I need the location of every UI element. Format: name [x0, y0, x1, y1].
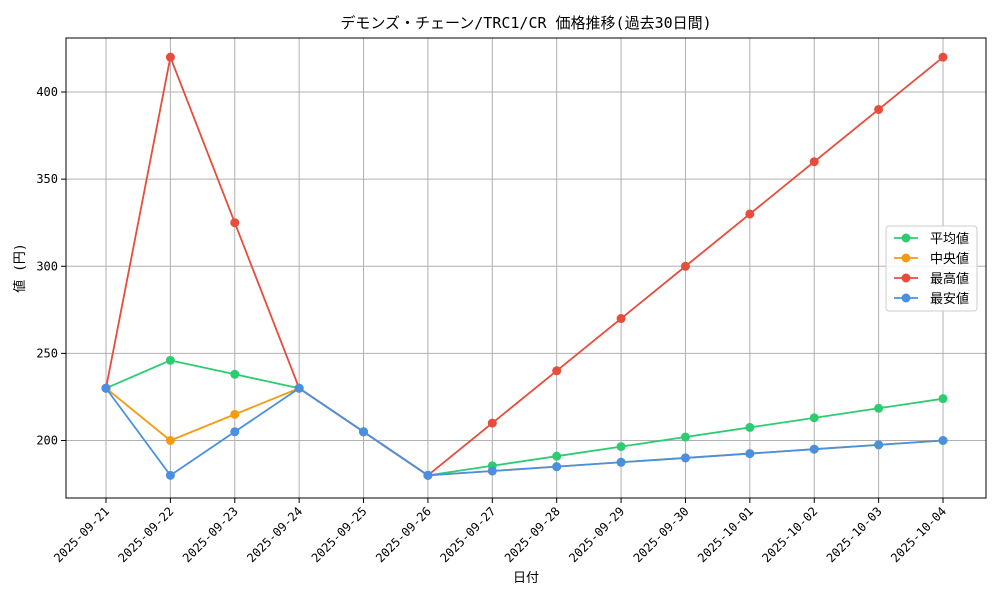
legend-swatch-marker	[901, 273, 911, 283]
data-point	[874, 440, 884, 450]
data-point	[616, 442, 626, 452]
legend-label: 平均値	[930, 231, 969, 247]
data-point	[809, 413, 819, 423]
x-axis-title: 日付	[513, 571, 539, 586]
y-tick-label: 400	[36, 85, 58, 99]
data-point	[938, 52, 948, 62]
data-point	[616, 314, 626, 324]
data-point	[165, 470, 175, 480]
data-point	[552, 366, 562, 376]
legend-swatch-marker	[901, 233, 911, 243]
legend-label: 最高値	[930, 271, 969, 287]
legend-label: 中央値	[930, 251, 969, 267]
data-point	[294, 383, 304, 393]
data-point	[552, 451, 562, 461]
series-group	[101, 52, 948, 480]
data-point	[101, 383, 111, 393]
y-axis-title: 値 (円)	[12, 243, 28, 292]
data-point	[680, 432, 690, 442]
y-tick-label: 350	[36, 172, 58, 186]
legend-label: 最安値	[930, 291, 969, 307]
data-point	[165, 355, 175, 365]
chart-title: デモンズ・チェーン/TRC1/CR 価格推移(過去30日間)	[340, 14, 711, 32]
data-point	[680, 453, 690, 463]
data-point	[230, 369, 240, 379]
data-point	[552, 462, 562, 472]
data-point	[680, 261, 690, 271]
data-point	[165, 52, 175, 62]
data-point	[487, 466, 497, 476]
legend-swatch-marker	[901, 293, 911, 303]
data-point	[874, 403, 884, 413]
legend-swatch-marker	[901, 253, 911, 263]
data-point	[938, 436, 948, 445]
data-point	[938, 394, 948, 404]
series-line	[105, 387, 944, 477]
data-point	[230, 427, 240, 437]
series-line	[105, 359, 944, 477]
data-point	[616, 457, 626, 467]
data-point	[230, 409, 240, 419]
y-tick-label: 250	[36, 346, 58, 360]
data-point	[809, 157, 819, 167]
data-point	[230, 218, 240, 228]
plot-frame	[65, 37, 987, 499]
legend-box	[885, 225, 978, 312]
data-point	[874, 104, 884, 114]
data-point	[359, 427, 369, 437]
y-tick-label: 300	[36, 259, 58, 273]
data-point	[165, 436, 175, 445]
data-point	[423, 470, 433, 480]
series-最安値	[101, 383, 948, 480]
data-point	[745, 449, 755, 459]
data-point	[809, 444, 819, 454]
data-point	[745, 422, 755, 432]
data-point	[487, 418, 497, 428]
data-point	[745, 209, 755, 219]
series-line	[105, 56, 944, 477]
y-tick-label: 200	[36, 434, 58, 448]
